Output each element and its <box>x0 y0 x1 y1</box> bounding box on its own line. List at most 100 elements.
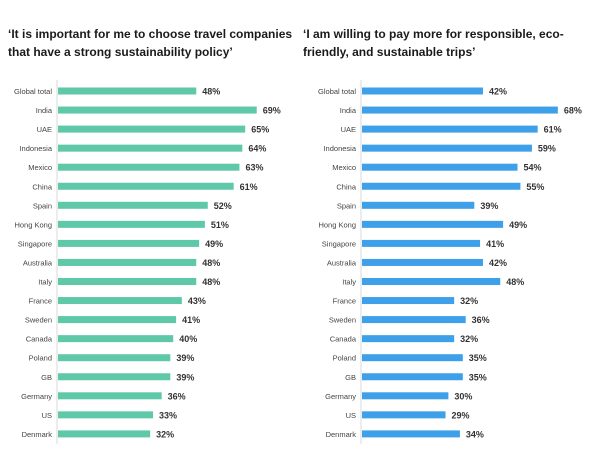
category-label: Global total <box>14 87 52 96</box>
bar <box>58 125 246 133</box>
data-label: 32% <box>460 296 478 306</box>
bar <box>362 278 501 285</box>
data-label: 63% <box>245 163 263 173</box>
bar <box>58 335 174 343</box>
data-label: 36% <box>168 391 186 401</box>
data-label: 30% <box>454 391 472 401</box>
data-label: 29% <box>452 410 470 420</box>
data-label: 68% <box>564 106 582 116</box>
bar <box>58 87 197 95</box>
category-label: Australia <box>327 258 357 267</box>
data-label: 39% <box>176 353 194 363</box>
data-label: 52% <box>214 201 232 211</box>
category-label: Mexico <box>28 163 52 172</box>
category-label: UAE <box>37 125 52 134</box>
data-label: 64% <box>248 144 266 154</box>
bar <box>362 239 481 247</box>
data-label: 41% <box>486 239 504 249</box>
category-label: Indonesia <box>19 144 52 153</box>
bar <box>362 373 463 381</box>
category-label: US <box>346 411 356 420</box>
data-label: 41% <box>182 315 200 325</box>
bar <box>362 354 463 362</box>
category-label: Sweden <box>25 316 52 325</box>
data-label: 34% <box>466 429 484 439</box>
bar <box>362 163 518 171</box>
bar <box>58 411 154 419</box>
category-label: Singapore <box>18 239 52 248</box>
category-label: Spain <box>33 201 52 210</box>
category-label: Indonesia <box>323 144 356 153</box>
bar <box>58 278 197 285</box>
category-label: Canada <box>330 335 357 344</box>
category-label: Germany <box>21 392 52 401</box>
bar <box>58 239 200 247</box>
data-label: 33% <box>159 410 177 420</box>
bar <box>58 106 257 114</box>
data-label: 42% <box>489 87 507 97</box>
data-label: 48% <box>506 277 524 287</box>
data-label: 59% <box>538 144 556 154</box>
data-label: 32% <box>460 334 478 344</box>
bar <box>58 316 177 324</box>
category-label: Italy <box>38 278 52 287</box>
category-label: Hong Kong <box>14 220 52 229</box>
category-label: India <box>340 106 357 115</box>
category-label: China <box>32 182 52 191</box>
category-label: Poland <box>29 354 52 363</box>
left-chart-title: ‘It is important for me to choose travel… <box>8 27 293 59</box>
data-label: 42% <box>489 258 507 268</box>
category-label: Spain <box>337 201 356 210</box>
bar <box>58 430 151 438</box>
category-label: Poland <box>333 354 356 363</box>
bar <box>58 182 234 190</box>
data-label: 39% <box>480 201 498 211</box>
bar <box>58 392 162 400</box>
category-label: Mexico <box>332 163 356 172</box>
data-label: 65% <box>251 125 269 135</box>
bar <box>58 354 171 362</box>
category-label: India <box>36 106 53 115</box>
category-label: Hong Kong <box>318 220 356 229</box>
data-label: 48% <box>202 87 220 97</box>
bar <box>362 430 460 438</box>
category-label: Global total <box>318 87 356 96</box>
bar <box>58 220 205 228</box>
bar <box>362 106 558 114</box>
bar <box>362 297 455 305</box>
data-label: 49% <box>205 239 223 249</box>
bar <box>362 316 466 324</box>
bar <box>362 335 455 343</box>
data-label: 55% <box>526 182 544 192</box>
category-label: China <box>336 182 356 191</box>
data-label: 69% <box>263 106 281 116</box>
data-label: 40% <box>179 334 197 344</box>
category-label: Australia <box>23 258 53 267</box>
category-label: Canada <box>26 335 53 344</box>
bar <box>58 163 240 171</box>
bar <box>58 201 208 209</box>
right-chart-title: ‘I am willing to pay more for responsibl… <box>303 27 564 59</box>
data-label: 32% <box>156 429 174 439</box>
category-label: Denmark <box>22 430 53 439</box>
data-label: 35% <box>469 353 487 363</box>
bar <box>362 144 532 152</box>
category-label: Sweden <box>329 316 356 325</box>
data-label: 61% <box>240 182 258 192</box>
category-label: France <box>333 297 356 306</box>
data-label: 61% <box>544 125 562 135</box>
bar <box>362 87 483 95</box>
data-label: 43% <box>188 296 206 306</box>
data-label: 51% <box>211 220 229 230</box>
bar <box>58 144 243 152</box>
bar <box>362 125 538 133</box>
bar <box>58 297 182 305</box>
category-label: France <box>29 297 52 306</box>
data-label: 48% <box>202 258 220 268</box>
data-label: 36% <box>472 315 490 325</box>
category-label: GB <box>41 373 52 382</box>
bar <box>58 258 197 266</box>
bar <box>362 220 504 228</box>
category-label: US <box>42 411 52 420</box>
